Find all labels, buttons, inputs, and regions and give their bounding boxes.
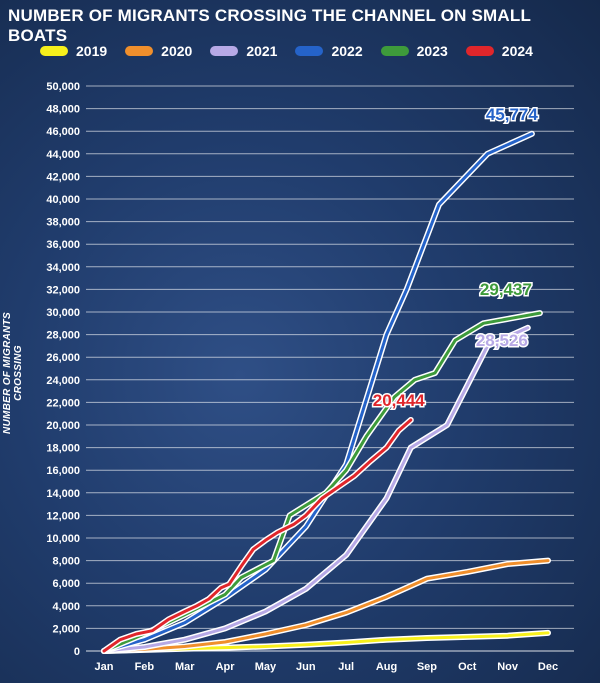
- series-lines: [101, 130, 551, 654]
- y-tick-label: 22,000: [46, 397, 80, 409]
- legend-label: 2023: [416, 43, 448, 59]
- callout-2023: 29,437: [480, 280, 532, 299]
- callout-2024: 20,444: [373, 391, 426, 410]
- y-axis-ticks: 0 2,000 4,000 6,000 8,000 10,000 12,000 14,000 1…: [46, 81, 80, 658]
- legend-label: 2020: [161, 43, 193, 59]
- y-tick-label: 40,000: [46, 194, 80, 206]
- y-tick-label: 6,000: [52, 578, 80, 590]
- x-tick-label: Dec: [538, 661, 558, 673]
- y-tick-label: 12,000: [46, 510, 80, 522]
- y-tick-label: 38,000: [46, 217, 80, 229]
- legend-label: 2022: [331, 43, 363, 59]
- legend-item-2020: 2020: [125, 43, 192, 59]
- y-tick-label: 28,000: [46, 330, 80, 342]
- legend-label: 2019: [76, 43, 108, 59]
- y-tick-label: 4,000: [52, 601, 80, 613]
- series-line-2024: [102, 418, 413, 653]
- legend-item-2022: 2022: [295, 43, 363, 59]
- x-tick-label: Jul: [338, 661, 354, 673]
- y-tick-label: 32,000: [46, 284, 80, 296]
- y-tick-label: 20,000: [46, 420, 80, 432]
- legend-swatch: [465, 46, 494, 56]
- x-tick-label: Aug: [376, 661, 397, 673]
- y-tick-label: 24,000: [46, 375, 80, 387]
- y-tick-label: 50,000: [46, 81, 80, 93]
- series-outline-2023: [101, 310, 543, 654]
- legend-label: 2024: [501, 43, 533, 59]
- legend-item-2024: 2024: [465, 43, 533, 59]
- x-tick-label: Feb: [135, 661, 155, 673]
- series-line-2020: [102, 559, 550, 653]
- y-tick-label: 34,000: [46, 262, 80, 274]
- legend-item-2019: 2019: [40, 43, 107, 59]
- series-outline-2021: [101, 324, 531, 654]
- x-tick-label: Mar: [175, 661, 195, 673]
- x-tick-label: Jan: [95, 661, 114, 673]
- y-tick-label: 10,000: [46, 533, 80, 545]
- x-tick-label: Oct: [458, 661, 477, 673]
- y-tick-label: 0: [74, 646, 80, 658]
- y-tick-label: 30,000: [46, 307, 80, 319]
- y-tick-label: 48,000: [46, 104, 80, 116]
- chart-title: NUMBER OF MIGRANTS CROSSING THE CHANNEL …: [8, 6, 531, 45]
- y-tick-label: 8,000: [52, 556, 80, 568]
- legend-swatch: [40, 46, 68, 56]
- x-tick-label: Nov: [497, 661, 519, 673]
- callout-2022: 45,774: [486, 105, 539, 124]
- legend-swatch: [125, 46, 154, 56]
- x-tick-label: Apr: [216, 661, 236, 673]
- y-tick-label: 2,000: [52, 623, 80, 635]
- x-tick-label: Jun: [296, 661, 316, 673]
- legend: 2019 2020 2021 2022 2023 2024: [40, 40, 533, 62]
- series-line-2021: [102, 326, 530, 653]
- series-line-2023: [102, 311, 542, 653]
- y-tick-label: 18,000: [46, 443, 80, 455]
- x-tick-label: May: [255, 661, 277, 673]
- y-tick-label: 44,000: [46, 149, 80, 161]
- y-tick-label: 26,000: [46, 352, 80, 364]
- y-tick-label: 46,000: [46, 126, 80, 138]
- y-tick-label: 14,000: [46, 488, 80, 500]
- annotations: 45,774 29,437 28,526 20,444: [371, 103, 540, 411]
- y-tick-label: 42,000: [46, 171, 80, 183]
- legend-label: 2021: [246, 43, 278, 59]
- x-axis-ticks: Jan Feb Mar Apr May Jun Jul Aug Sep Oct Nov Dec: [95, 661, 559, 673]
- legend-swatch: [380, 46, 409, 56]
- x-tick-label: Sep: [417, 661, 437, 673]
- legend-item-2021: 2021: [210, 43, 277, 59]
- callout-2021: 28,526: [476, 331, 528, 350]
- legend-swatch: [295, 46, 324, 56]
- legend-item-2023: 2023: [380, 43, 448, 59]
- legend-swatch: [210, 46, 239, 56]
- y-tick-label: 36,000: [46, 239, 80, 251]
- y-tick-label: 16,000: [46, 465, 80, 477]
